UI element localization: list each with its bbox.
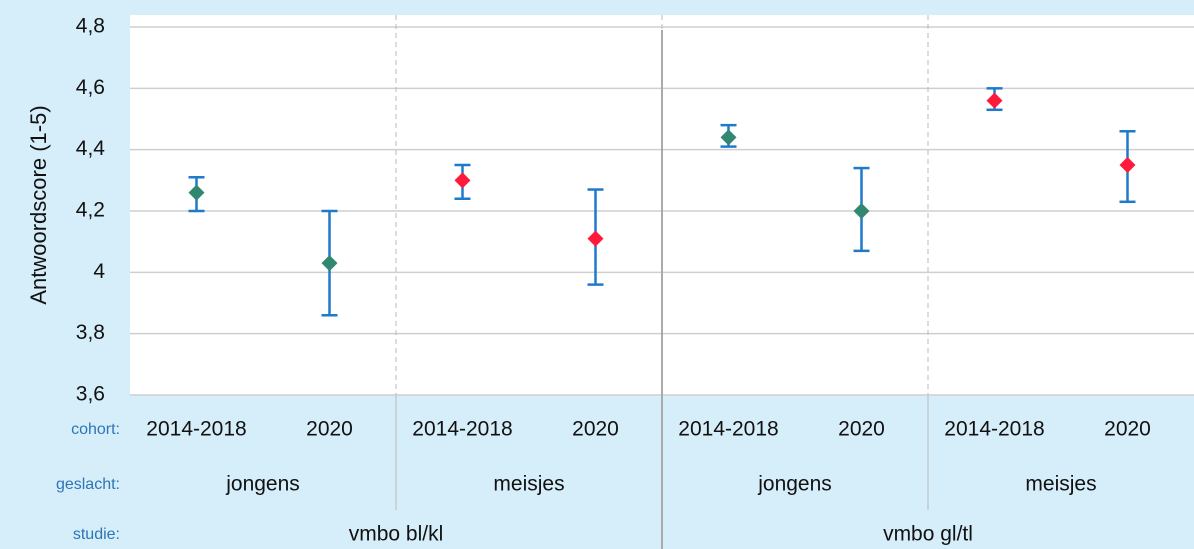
category-label: jongens bbox=[757, 473, 832, 496]
y-tick-label: 4,4 bbox=[76, 137, 106, 160]
point bbox=[986, 92, 1003, 109]
category-label: 2020 bbox=[306, 418, 353, 441]
category-label: vmbo bl/kl bbox=[349, 523, 444, 546]
point bbox=[188, 184, 205, 201]
y-tick-label: 4,6 bbox=[76, 76, 105, 99]
point bbox=[853, 203, 870, 219]
category-label: 2014-2018 bbox=[146, 418, 246, 441]
row-header: cohort: bbox=[71, 421, 120, 438]
point bbox=[321, 255, 338, 272]
category-label: meisjes bbox=[493, 473, 564, 496]
y-tick-label: 4,2 bbox=[76, 199, 105, 222]
row-header: studie: bbox=[73, 526, 120, 543]
y-axis-label: Antwoordscore (1-5) bbox=[26, 105, 51, 304]
point bbox=[454, 172, 471, 189]
y-tick-label: 3,8 bbox=[76, 321, 105, 344]
point bbox=[587, 230, 604, 247]
category-label: 2014-2018 bbox=[678, 418, 778, 441]
category-label: 2020 bbox=[838, 418, 885, 441]
category-label: 2020 bbox=[572, 418, 619, 441]
y-tick-label: 4,8 bbox=[76, 15, 105, 38]
point bbox=[1119, 157, 1136, 173]
category-label: 2014-2018 bbox=[412, 418, 512, 441]
category-label: 2020 bbox=[1104, 418, 1151, 441]
category-label: 2014-2018 bbox=[944, 418, 1044, 441]
row-header: geslacht: bbox=[56, 476, 120, 493]
category-label: vmbo gl/tl bbox=[883, 523, 973, 546]
category-label: jongens bbox=[225, 473, 300, 496]
category-label: meisjes bbox=[1025, 473, 1096, 496]
y-tick-label: 3,6 bbox=[76, 383, 105, 406]
point bbox=[720, 129, 737, 146]
y-tick-label: 4 bbox=[93, 260, 105, 283]
